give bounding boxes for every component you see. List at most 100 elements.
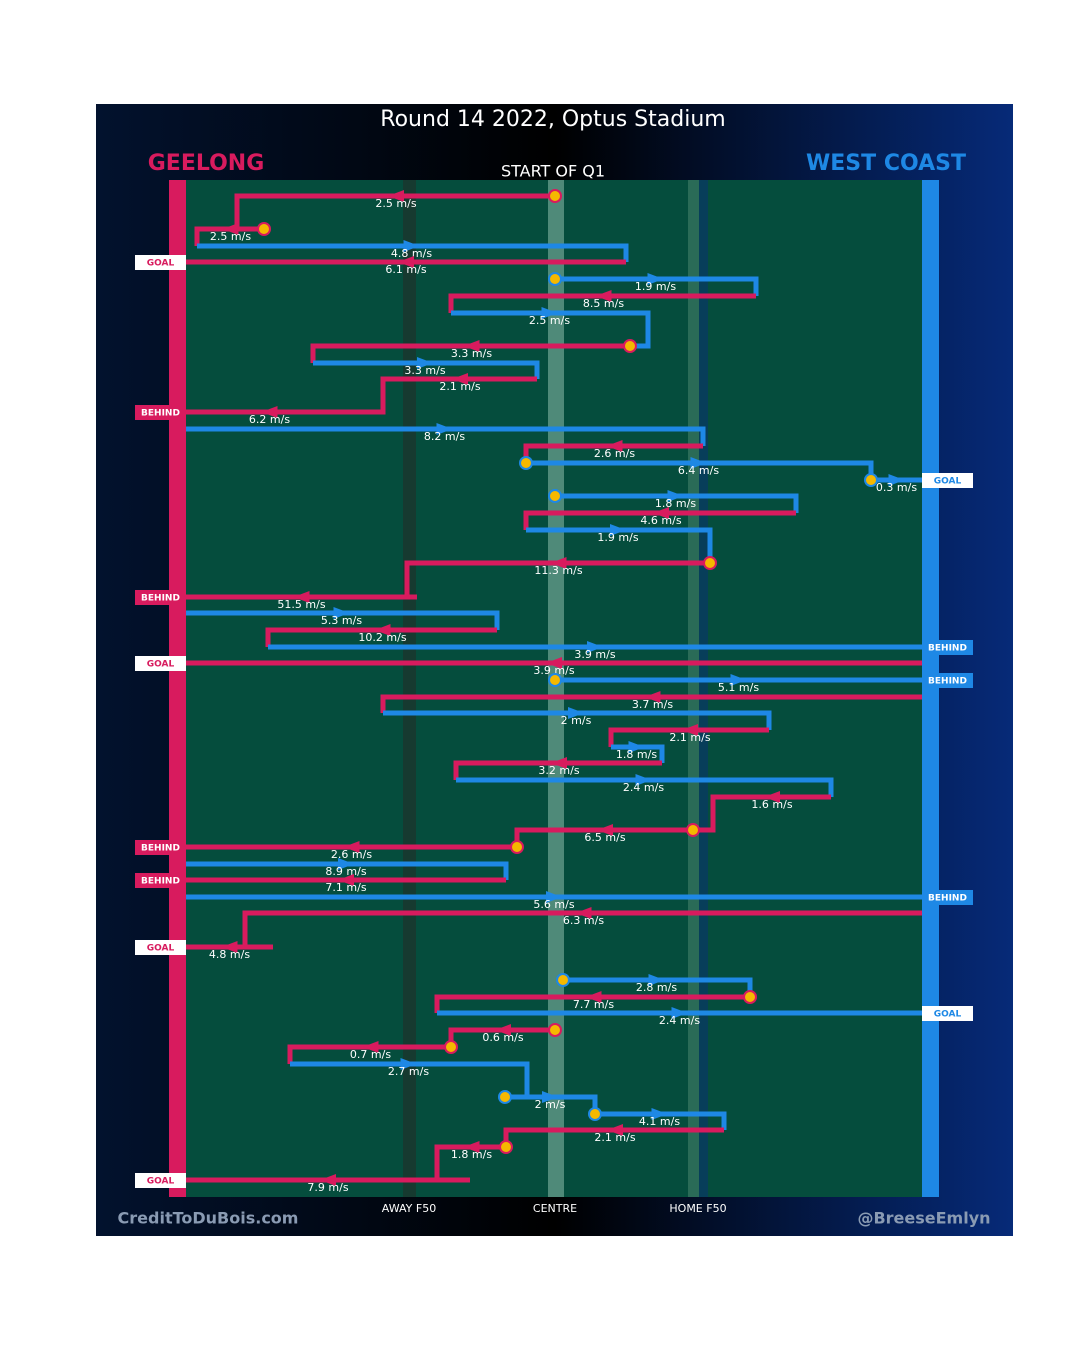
outcome-label: BEHIND xyxy=(928,894,967,904)
speed-label: 3.3 m/s xyxy=(451,347,492,360)
arrow xyxy=(628,741,645,753)
arrow xyxy=(671,1007,688,1019)
outcome-box xyxy=(922,640,973,655)
credit: CreditToDuBois.com xyxy=(118,1209,299,1228)
speed-label: 8.9 m/s xyxy=(325,865,366,878)
chain-path xyxy=(186,861,509,880)
speed-label: 1.8 m/s xyxy=(451,1148,492,1161)
speed-label: 2.4 m/s xyxy=(659,1014,700,1027)
speed-label: 2.6 m/s xyxy=(594,447,635,460)
credit: @BreeseEmlyn xyxy=(857,1209,990,1228)
outcome-box xyxy=(135,940,186,955)
speed-label: 7.1 m/s xyxy=(325,881,366,894)
outcome-label: BEHIND xyxy=(141,409,180,419)
zone-line xyxy=(699,180,708,1197)
speed-label: 11.3 m/s xyxy=(534,564,582,577)
arrow xyxy=(550,557,567,569)
outcome-label: GOAL xyxy=(934,477,962,487)
arrow xyxy=(403,240,420,252)
outcome-box xyxy=(922,890,973,905)
arrow xyxy=(400,1058,417,1070)
chain-path xyxy=(523,510,796,530)
zone-label: AWAY F50 xyxy=(382,1202,436,1215)
chain-path xyxy=(383,710,772,730)
arrow xyxy=(653,507,669,519)
arrow xyxy=(730,674,747,686)
speed-label: 7.9 m/s xyxy=(307,1181,348,1194)
arrow xyxy=(293,591,310,603)
arrow xyxy=(682,724,698,736)
speed-label: 6.5 m/s xyxy=(584,831,625,844)
speed-label: 51.5 m/s xyxy=(277,598,325,611)
chain-path xyxy=(611,744,665,763)
outcome-label: GOAL xyxy=(147,660,175,670)
stoppage xyxy=(548,489,562,503)
zone-label: CENTRE xyxy=(533,1202,577,1215)
speed-label: 3.2 m/s xyxy=(538,764,579,777)
chain-path xyxy=(595,1111,727,1130)
chain-path xyxy=(608,727,769,747)
outcome-box xyxy=(922,1006,973,1021)
speed-label: 2.1 m/s xyxy=(439,380,480,393)
arrow xyxy=(595,290,612,302)
speed-label: 3.9 m/s xyxy=(533,664,574,677)
speed-label: 4.8 m/s xyxy=(209,948,250,961)
arrow xyxy=(606,440,623,452)
speed-label: 2.7 m/s xyxy=(388,1065,429,1078)
arrow xyxy=(648,974,665,986)
arrow xyxy=(463,1141,480,1153)
chain-path xyxy=(555,276,759,296)
stoppage xyxy=(556,973,570,987)
speed-label: 6.4 m/s xyxy=(678,464,719,477)
speed-label: 3.9 m/s xyxy=(574,648,615,661)
arrow xyxy=(261,406,278,418)
outcome-box xyxy=(922,473,973,488)
speed-label: 2.1 m/s xyxy=(594,1131,635,1144)
stoppage xyxy=(686,823,700,837)
arrow xyxy=(644,691,661,703)
stoppage xyxy=(444,1040,458,1054)
arrow xyxy=(888,474,905,486)
left-team: GEELONG xyxy=(148,151,265,176)
speed-label: 2.1 m/s xyxy=(669,731,710,744)
arrow xyxy=(320,1174,336,1186)
speed-label: 5.1 m/s xyxy=(718,681,759,694)
outcome-label: GOAL xyxy=(147,1177,175,1187)
stoppage xyxy=(510,840,524,854)
speed-label: 10.2 m/s xyxy=(358,631,406,644)
arrow xyxy=(610,524,626,536)
speed-label: 0.7 m/s xyxy=(350,1048,391,1061)
arrow xyxy=(398,256,414,268)
speed-label: 1.8 m/s xyxy=(616,748,657,761)
stoppage xyxy=(519,456,533,470)
stoppage xyxy=(703,556,717,570)
arrow xyxy=(575,907,592,919)
outcome-box xyxy=(135,873,186,888)
speed-label: 3.3 m/s xyxy=(404,364,445,377)
right-team: WEST COAST xyxy=(806,151,966,176)
speed-label: 3.7 m/s xyxy=(632,698,673,711)
arrow xyxy=(452,373,468,385)
speed-label: 2.5 m/s xyxy=(210,230,251,243)
arrow xyxy=(436,423,453,435)
stoppage xyxy=(743,990,757,1004)
arrow xyxy=(587,641,603,653)
stoppage xyxy=(548,1023,562,1037)
arrow xyxy=(690,457,707,469)
chain-path xyxy=(194,226,264,246)
arrow xyxy=(362,1041,379,1053)
arrow xyxy=(647,273,664,285)
speed-label: 6.3 m/s xyxy=(563,914,604,927)
speed-label: 7.7 m/s xyxy=(573,998,614,1011)
speed-label: 5.3 m/s xyxy=(321,614,362,627)
arrow xyxy=(388,190,404,202)
outcome-box xyxy=(135,656,186,671)
chain-path xyxy=(186,610,500,630)
outcome-label: BEHIND xyxy=(141,844,180,854)
speed-label: 2.4 m/s xyxy=(623,781,664,794)
outcome-box xyxy=(135,255,186,270)
chain-path xyxy=(434,994,750,1013)
outcome-box xyxy=(135,1173,186,1188)
